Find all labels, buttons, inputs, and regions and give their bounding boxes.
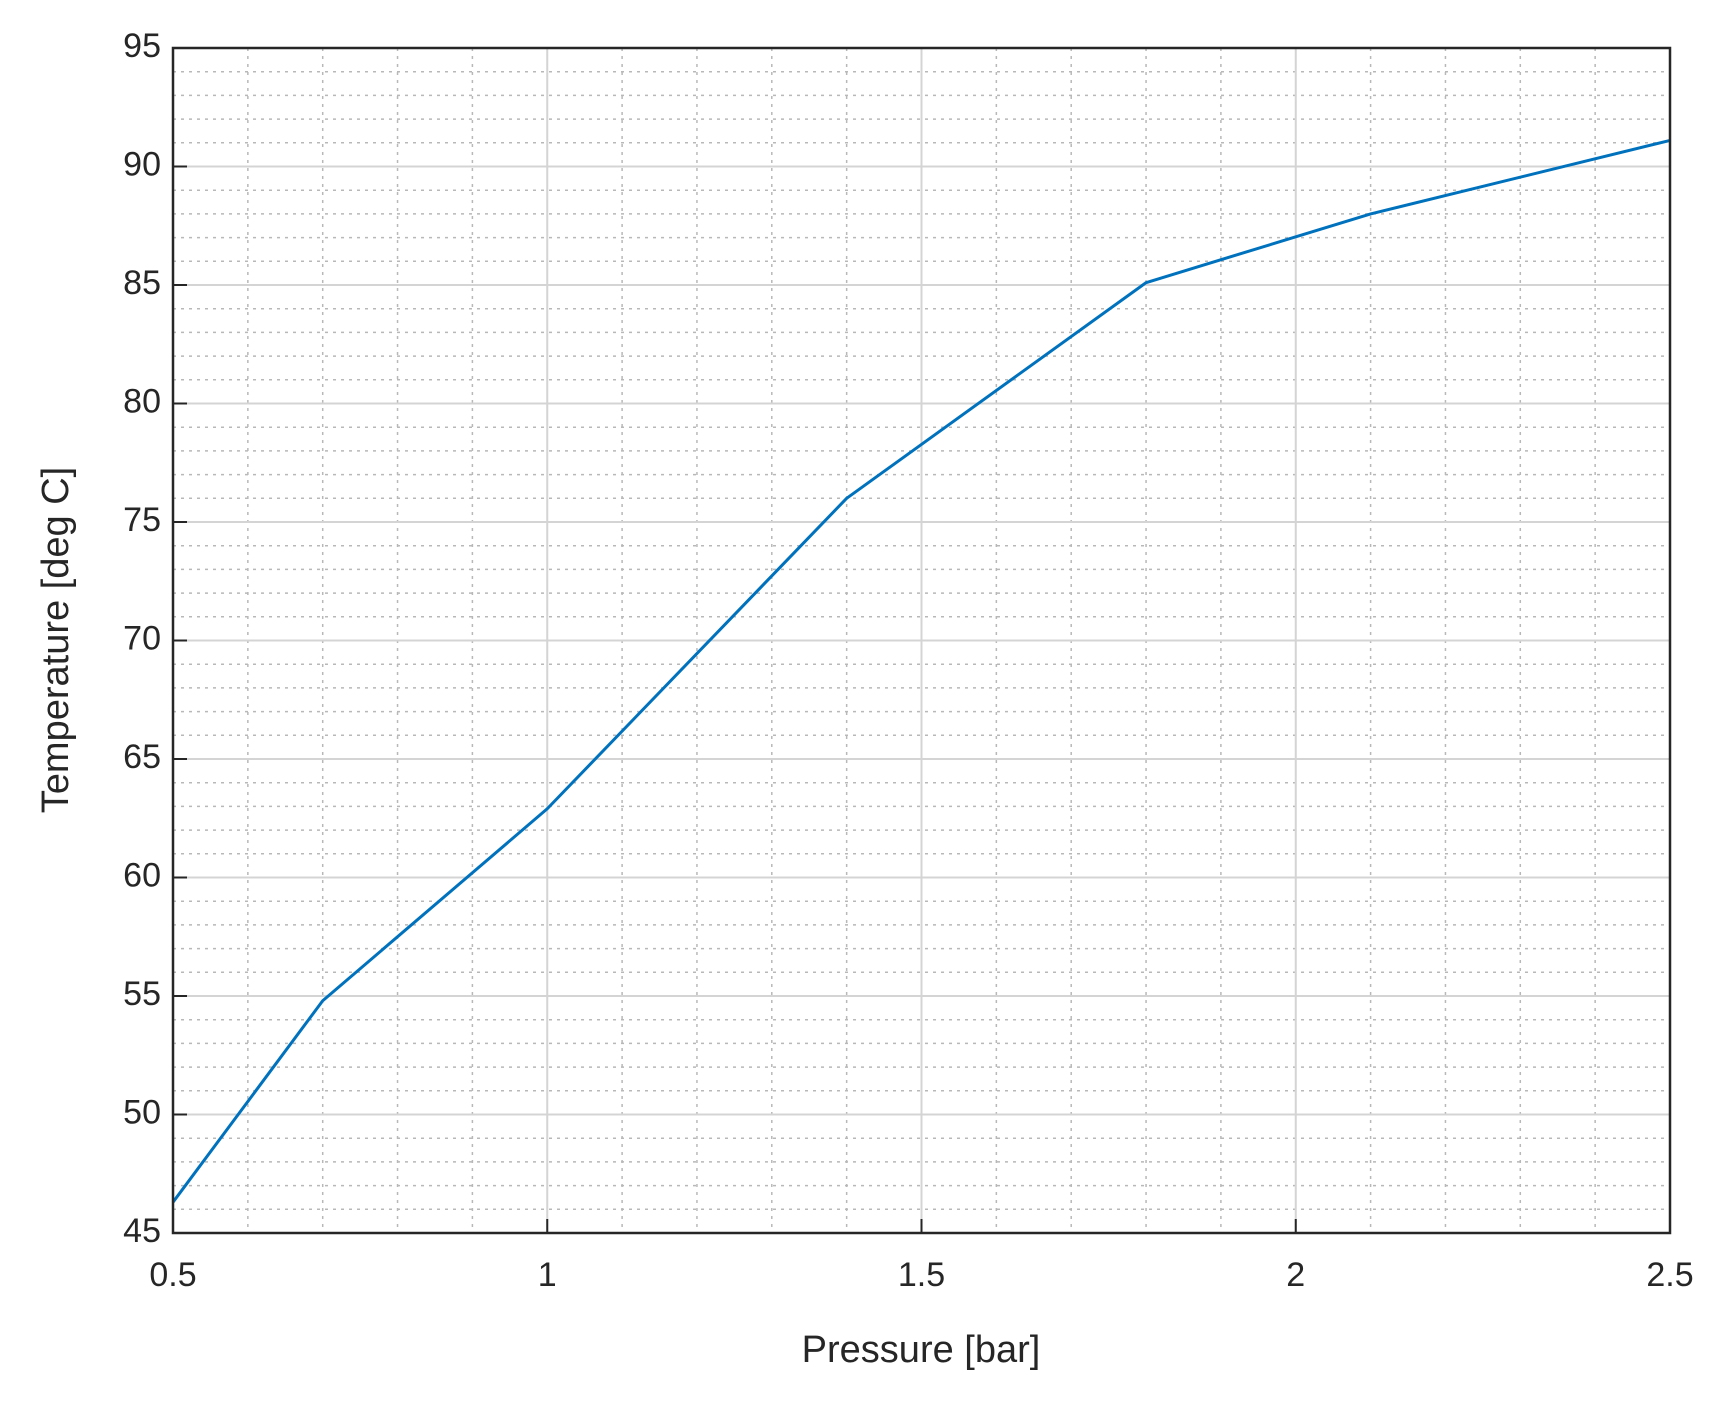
x-tick-label: 2 (1286, 1256, 1305, 1294)
x-axis-label: Pressure [bar] (802, 1329, 1041, 1371)
x-tick-label: 1.5 (898, 1256, 945, 1294)
y-tick-label: 55 (123, 975, 161, 1013)
y-tick-label: 80 (123, 382, 161, 420)
y-tick-label: 85 (123, 264, 161, 302)
y-tick-label: 90 (123, 145, 161, 183)
y-tick-label: 65 (123, 738, 161, 776)
y-tick-label: 75 (123, 501, 161, 539)
y-tick-label: 45 (123, 1212, 161, 1250)
y-tick-label: 60 (123, 856, 161, 894)
plot-frame (171, 46, 1672, 1235)
data-line (171, 138, 1671, 1204)
y-tick-label: 70 (123, 619, 161, 657)
y-tick-label: 95 (123, 27, 161, 65)
x-tick-label: 2.5 (1646, 1256, 1693, 1294)
y-axis-label: Temperature [deg C] (35, 467, 77, 813)
x-tick-label: 1 (538, 1256, 557, 1294)
y-tick-label: 50 (123, 1093, 161, 1131)
x-tick-label: 0.5 (149, 1256, 196, 1294)
